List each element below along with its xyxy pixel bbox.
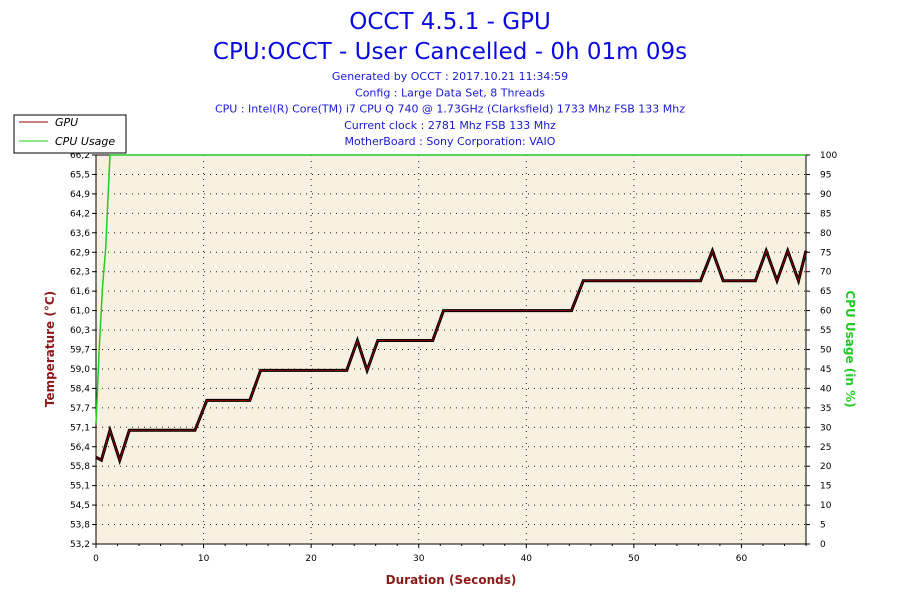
y2-tick-label: 85 xyxy=(820,209,831,219)
y-tick-label: 62,3 xyxy=(70,268,90,278)
x-tick-label: 30 xyxy=(413,554,425,564)
y-tick-label: 59,0 xyxy=(70,365,90,375)
legend: GPU CPU Usage xyxy=(13,114,127,154)
series-line-cpu-usage xyxy=(95,154,806,424)
y-tick-label: 63,6 xyxy=(70,229,90,239)
x-axis-label: Duration (Seconds) xyxy=(386,573,517,587)
y2-tick-label: 45 xyxy=(820,365,831,375)
y-tick-label: 57,7 xyxy=(70,404,90,414)
y2-tick-label: 60 xyxy=(820,307,832,317)
y-tick-label: 62,9 xyxy=(70,248,90,258)
info-line: Current clock : 2781 Mhz FSB 133 Mhz xyxy=(344,119,556,132)
x-tick-label: 50 xyxy=(628,554,640,564)
y2-tick-label: 20 xyxy=(820,462,832,472)
y-tick-label: 56,4 xyxy=(70,443,90,453)
y2-tick-label: 0 xyxy=(820,540,826,550)
y2-tick-label: 40 xyxy=(820,384,832,394)
y2-tick-label: 65 xyxy=(820,287,831,297)
y2-tick-label: 80 xyxy=(820,229,832,239)
y-tick-label: 66,2 xyxy=(70,151,90,161)
y-tick-label: 53,8 xyxy=(70,521,90,531)
legend-label-gpu: GPU xyxy=(55,116,78,129)
y2-tick-label: 90 xyxy=(820,190,832,200)
y-tick-label: 53,2 xyxy=(70,540,90,550)
y-tick-label: 60,3 xyxy=(70,326,90,336)
y-tick-label: 61,6 xyxy=(70,287,90,297)
y2-tick-label: 100 xyxy=(820,151,837,161)
info-lines: Generated by OCCT : 2017.10.21 11:34:59 C… xyxy=(215,70,685,148)
chart-title: OCCT 4.5.1 - GPU xyxy=(349,9,551,35)
y-tick-label: 59,7 xyxy=(70,346,90,356)
y2-tick-label: 55 xyxy=(820,326,831,336)
info-line: Config : Large Data Set, 8 Threads xyxy=(355,86,545,99)
y-tick-label: 57,1 xyxy=(70,423,90,433)
y-axis-label: Temperature (°C) xyxy=(43,291,57,407)
y-tick-label: 55,8 xyxy=(70,462,90,472)
axis-ticks: 53,2 53,8 54,5 55,1 55,8 56,4 57,1 57,7 58,4 59,0… xyxy=(70,151,837,564)
info-line: MotherBoard : Sony Corporation: VAIO xyxy=(345,135,556,148)
x-tick-label: 20 xyxy=(305,554,317,564)
y2-tick-label: 25 xyxy=(820,443,831,453)
series-line-gpu xyxy=(95,249,807,462)
y2-tick-label: 5 xyxy=(820,521,826,531)
y2-tick-label: 30 xyxy=(820,423,832,433)
x-tick-label: 40 xyxy=(521,554,533,564)
x-tick-label: 60 xyxy=(736,554,748,564)
x-tick-label: 0 xyxy=(93,554,99,564)
y-tick-label: 58,4 xyxy=(70,384,90,394)
legend-label-cpu: CPU Usage xyxy=(55,135,115,148)
y2-tick-label: 70 xyxy=(820,268,832,278)
y2-tick-label: 50 xyxy=(820,346,832,356)
grid xyxy=(96,155,806,544)
info-line: CPU : Intel(R) Core(TM) i7 CPU Q 740 @ 1… xyxy=(215,103,685,116)
info-line: Generated by OCCT : 2017.10.21 11:34:59 xyxy=(332,70,568,83)
plot-area xyxy=(95,154,807,545)
y2-tick-label: 95 xyxy=(820,170,831,180)
y2-tick-label: 35 xyxy=(820,404,831,414)
chart-subtitle: CPU:OCCT - User Cancelled - 0h 01m 09s xyxy=(213,39,687,65)
y-tick-label: 64,2 xyxy=(70,209,90,219)
y-tick-label: 64,9 xyxy=(70,190,90,200)
y-tick-label: 54,5 xyxy=(70,501,90,511)
y2-axis-label: CPU Usage (in %) xyxy=(843,290,857,407)
y2-tick-label: 15 xyxy=(820,482,831,492)
y-tick-label: 55,1 xyxy=(70,482,90,492)
y2-tick-label: 10 xyxy=(820,501,832,511)
y2-tick-label: 75 xyxy=(820,248,831,258)
y-tick-label: 61,0 xyxy=(70,307,90,317)
y-tick-label: 65,5 xyxy=(70,170,90,180)
series-lines xyxy=(95,154,808,466)
legend-box xyxy=(13,114,127,154)
x-tick-label: 10 xyxy=(198,554,210,564)
